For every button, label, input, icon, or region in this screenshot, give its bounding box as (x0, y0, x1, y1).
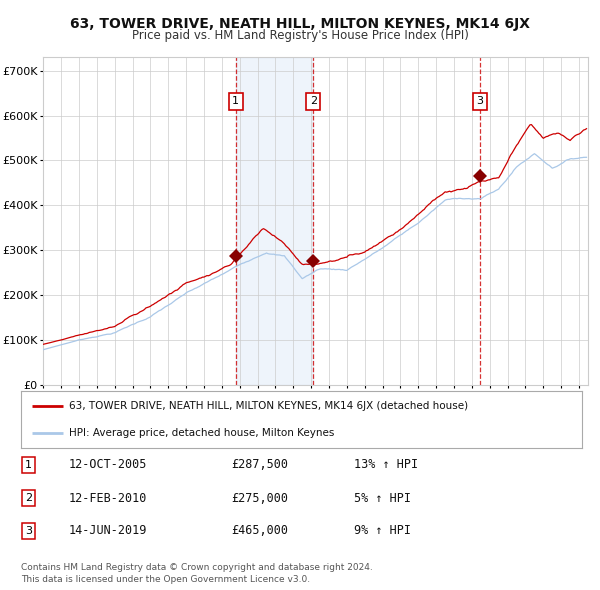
Text: £465,000: £465,000 (231, 525, 288, 537)
Text: 3: 3 (25, 526, 32, 536)
Text: 2: 2 (310, 96, 317, 106)
Text: 63, TOWER DRIVE, NEATH HILL, MILTON KEYNES, MK14 6JX (detached house): 63, TOWER DRIVE, NEATH HILL, MILTON KEYN… (68, 401, 468, 411)
Text: £287,500: £287,500 (231, 458, 288, 471)
Bar (236, 57, 313, 385)
Text: 63, TOWER DRIVE, NEATH HILL, MILTON KEYNES, MK14 6JX: 63, TOWER DRIVE, NEATH HILL, MILTON KEYN… (70, 17, 530, 31)
Text: 12-FEB-2010: 12-FEB-2010 (69, 491, 148, 504)
Text: 2: 2 (25, 493, 32, 503)
Text: 3: 3 (476, 96, 484, 106)
Text: 1: 1 (25, 460, 32, 470)
Text: £275,000: £275,000 (231, 491, 288, 504)
Text: Contains HM Land Registry data © Crown copyright and database right 2024.: Contains HM Land Registry data © Crown c… (21, 563, 373, 572)
Text: 9% ↑ HPI: 9% ↑ HPI (354, 525, 411, 537)
Text: This data is licensed under the Open Government Licence v3.0.: This data is licensed under the Open Gov… (21, 575, 310, 584)
Text: HPI: Average price, detached house, Milton Keynes: HPI: Average price, detached house, Milt… (68, 428, 334, 438)
Text: 1: 1 (232, 96, 239, 106)
Text: 14-JUN-2019: 14-JUN-2019 (69, 525, 148, 537)
Text: Price paid vs. HM Land Registry's House Price Index (HPI): Price paid vs. HM Land Registry's House … (131, 30, 469, 42)
Text: 12-OCT-2005: 12-OCT-2005 (69, 458, 148, 471)
Text: 13% ↑ HPI: 13% ↑ HPI (354, 458, 418, 471)
Text: 5% ↑ HPI: 5% ↑ HPI (354, 491, 411, 504)
